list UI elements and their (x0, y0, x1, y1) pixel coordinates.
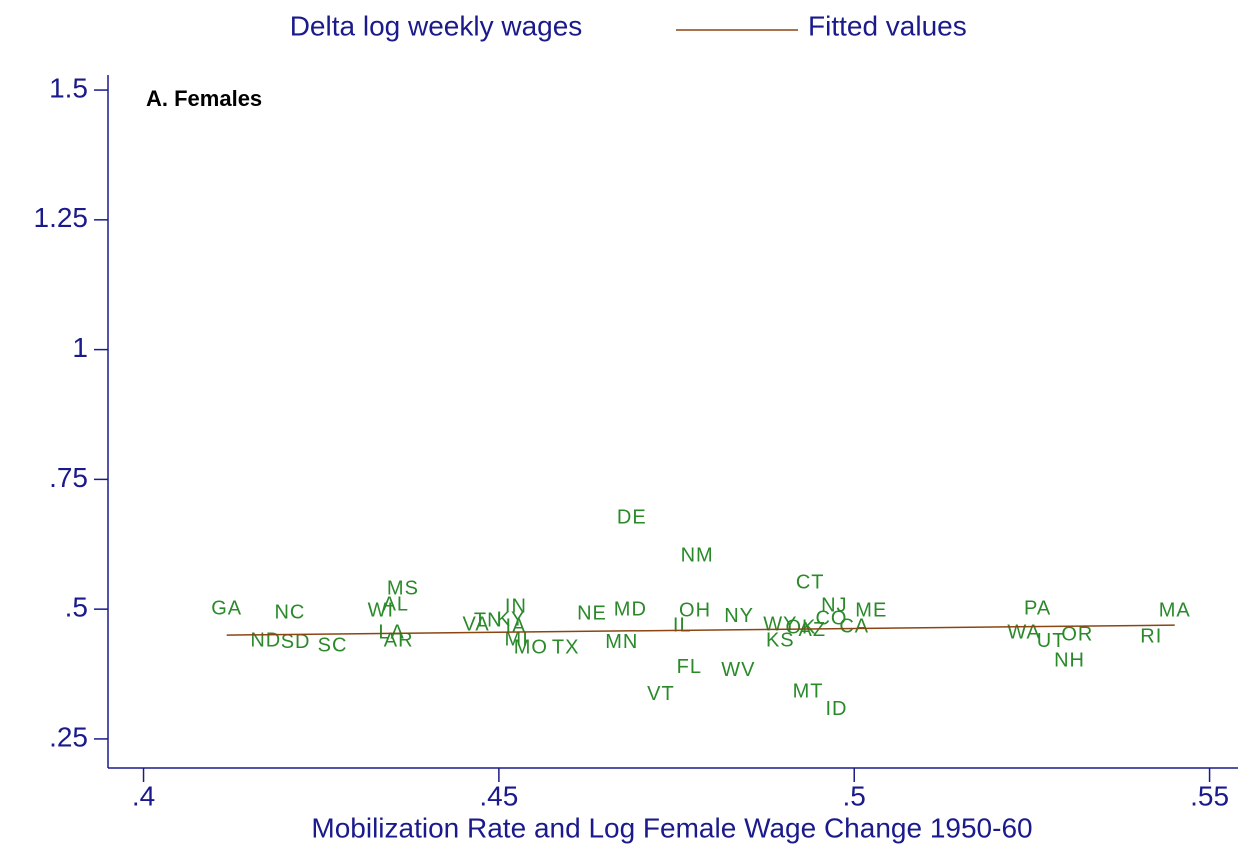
point-label: CT (796, 571, 825, 593)
point-label: KY (497, 608, 526, 630)
x-tick-label: .55 (1190, 780, 1229, 811)
point-label: OR (1061, 623, 1093, 645)
point-label: OH (679, 600, 711, 622)
point-label: SD (281, 631, 311, 653)
point-label: MA (1159, 600, 1191, 622)
point-label: MT (793, 680, 824, 702)
point-label: GA (211, 597, 242, 619)
point-label: KS (766, 630, 795, 652)
y-tick-label: 1.25 (34, 202, 89, 233)
point-label: SC (318, 634, 348, 656)
point-label: NJ (821, 594, 847, 616)
point-label: MS (387, 578, 419, 600)
point-label: TN (474, 609, 503, 631)
point-label: RI (1140, 625, 1162, 647)
y-tick-label: 1 (72, 332, 88, 363)
point-label: VT (647, 683, 675, 705)
x-tick-label: .45 (479, 780, 518, 811)
point-label: ND (250, 630, 281, 652)
point-label: UT (1037, 630, 1066, 652)
y-tick-label: .75 (49, 462, 88, 493)
point-label: OK (785, 617, 816, 639)
point-label: AL (383, 593, 409, 615)
point-label: CO (815, 607, 847, 629)
legend-label: Fitted values (808, 10, 967, 41)
y-tick-label: .25 (49, 721, 88, 752)
point-label: MN (605, 631, 638, 653)
x-tick-label: .4 (132, 780, 155, 811)
point-label: MO (514, 636, 548, 658)
point-label: FL (677, 656, 702, 678)
point-label: IL (673, 615, 692, 637)
point-label: VA (463, 614, 490, 636)
point-label: NH (1054, 649, 1085, 671)
point-label: NE (577, 603, 607, 625)
point-label: PA (1024, 597, 1051, 619)
fitted-line (226, 624, 1175, 636)
point-label: DE (617, 507, 647, 529)
y-tick-label: 1.5 (49, 72, 88, 103)
x-tick-label: .5 (843, 780, 866, 811)
x-axis-label: Mobilization Rate and Log Female Wage Ch… (311, 812, 1032, 843)
point-label: MI (505, 629, 529, 651)
legend-label: Delta log weekly wages (290, 10, 583, 41)
point-label: CA (839, 616, 869, 638)
point-label: NC (274, 602, 305, 624)
point-label: AZ (799, 619, 827, 641)
point-label: ID (825, 698, 847, 720)
annotation: A. Females (146, 86, 262, 111)
point-label: ME (855, 600, 887, 622)
point-label: WI (368, 600, 394, 622)
point-label: MD (614, 598, 647, 620)
point-label: LA (378, 621, 404, 643)
point-label: AR (384, 630, 414, 652)
point-label: WV (721, 659, 755, 681)
point-label: IN (505, 595, 527, 617)
point-label: NM (681, 544, 714, 566)
y-tick-label: .5 (65, 592, 88, 623)
point-label: TX (552, 636, 580, 658)
point-label: NY (724, 605, 754, 627)
